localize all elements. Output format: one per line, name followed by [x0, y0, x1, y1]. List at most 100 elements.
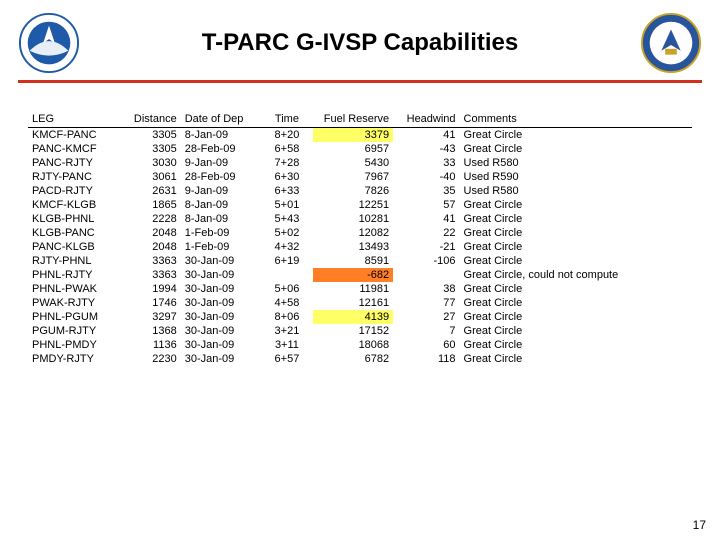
- table-cell: 2230: [121, 352, 181, 366]
- table-cell: Used R580: [460, 156, 692, 170]
- table-cell: 7+28: [260, 156, 313, 170]
- table-cell: 8-Jan-09: [181, 212, 261, 226]
- table-cell: 8591: [313, 254, 393, 268]
- table-cell: Great Circle: [460, 338, 692, 352]
- table-cell: 10281: [313, 212, 393, 226]
- table-row: PANC-KMCF330528-Feb-096+586957-43Great C…: [28, 142, 692, 156]
- col-date: Date of Dep: [181, 111, 261, 128]
- col-time: Time: [260, 111, 313, 128]
- table-row: RJTY-PANC306128-Feb-096+307967-40Used R5…: [28, 170, 692, 184]
- table-cell: 5+02: [260, 226, 313, 240]
- table-cell: Great Circle, could not compute: [460, 268, 692, 282]
- table-cell: RJTY-PHNL: [28, 254, 121, 268]
- table-row: PHNL-RJTY336330-Jan-09-682Great Circle, …: [28, 268, 692, 282]
- table-cell: Great Circle: [460, 324, 692, 338]
- table-cell: 33: [393, 156, 459, 170]
- table-cell: 77: [393, 296, 459, 310]
- col-comments: Comments: [460, 111, 692, 128]
- table-cell: 22: [393, 226, 459, 240]
- table-cell: 3305: [121, 142, 181, 156]
- table-cell: 12082: [313, 226, 393, 240]
- table-cell: 3297: [121, 310, 181, 324]
- table-cell: 3061: [121, 170, 181, 184]
- table-cell: 5+01: [260, 198, 313, 212]
- table-cell: PHNL-PWAK: [28, 282, 121, 296]
- table-cell: Great Circle: [460, 282, 692, 296]
- table-cell: 28-Feb-09: [181, 170, 261, 184]
- table-cell: 6+19: [260, 254, 313, 268]
- table-cell: Great Circle: [460, 128, 692, 143]
- table-cell: 4+58: [260, 296, 313, 310]
- table-cell: 30-Jan-09: [181, 268, 261, 282]
- table-cell: 12161: [313, 296, 393, 310]
- table-row: KLGB-PHNL22288-Jan-095+431028141Great Ci…: [28, 212, 692, 226]
- table-cell: 30-Jan-09: [181, 324, 261, 338]
- table-cell: 1746: [121, 296, 181, 310]
- table-cell: 1-Feb-09: [181, 240, 261, 254]
- table-cell: Great Circle: [460, 142, 692, 156]
- table-cell: 1136: [121, 338, 181, 352]
- table-cell: 4+32: [260, 240, 313, 254]
- table-cell: 30-Jan-09: [181, 338, 261, 352]
- table-cell: 27: [393, 310, 459, 324]
- header-divider: [18, 80, 702, 83]
- table-cell: 3305: [121, 128, 181, 143]
- noaa-logo-icon: [18, 12, 80, 74]
- table-cell: 30-Jan-09: [181, 352, 261, 366]
- slide-header: T-PARC G-IVSP Capabilities: [0, 0, 720, 80]
- table-cell: Great Circle: [460, 212, 692, 226]
- table-row: KMCF-PANC33058-Jan-098+20337941Great Cir…: [28, 128, 692, 143]
- capabilities-table-container: LEG Distance Date of Dep Time Fuel Reser…: [0, 93, 720, 366]
- table-row: KLGB-PANC20481-Feb-095+021208222Great Ci…: [28, 226, 692, 240]
- table-cell: Used R590: [460, 170, 692, 184]
- table-cell: 3+11: [260, 338, 313, 352]
- table-cell: PANC-KMCF: [28, 142, 121, 156]
- table-cell: 11981: [313, 282, 393, 296]
- table-row: PACD-RJTY26319-Jan-096+33782635Used R580: [28, 184, 692, 198]
- table-cell: 7967: [313, 170, 393, 184]
- table-row: KMCF-KLGB18658-Jan-095+011225157Great Ci…: [28, 198, 692, 212]
- table-cell: 3+21: [260, 324, 313, 338]
- table-cell: PANC-RJTY: [28, 156, 121, 170]
- table-cell: 6782: [313, 352, 393, 366]
- table-cell: -43: [393, 142, 459, 156]
- table-cell: Used R580: [460, 184, 692, 198]
- table-cell: 3379: [313, 128, 393, 143]
- table-cell: 1865: [121, 198, 181, 212]
- table-cell: 30-Jan-09: [181, 254, 261, 268]
- table-cell: 57: [393, 198, 459, 212]
- table-cell: -40: [393, 170, 459, 184]
- table-cell: 6+30: [260, 170, 313, 184]
- table-cell: PHNL-PMDY: [28, 338, 121, 352]
- table-row: RJTY-PHNL336330-Jan-096+198591-106Great …: [28, 254, 692, 268]
- capabilities-table: LEG Distance Date of Dep Time Fuel Reser…: [28, 111, 692, 366]
- doc-seal-icon: [640, 12, 702, 74]
- table-cell: 8-Jan-09: [181, 128, 261, 143]
- table-cell: 5+43: [260, 212, 313, 226]
- table-cell: 30-Jan-09: [181, 296, 261, 310]
- table-cell: Great Circle: [460, 296, 692, 310]
- slide-title: T-PARC G-IVSP Capabilities: [80, 29, 640, 57]
- table-cell: 41: [393, 128, 459, 143]
- table-cell: 4139: [313, 310, 393, 324]
- table-cell: 7: [393, 324, 459, 338]
- table-cell: Great Circle: [460, 352, 692, 366]
- table-header-row: LEG Distance Date of Dep Time Fuel Reser…: [28, 111, 692, 128]
- table-row: PANC-KLGB20481-Feb-094+3213493-21Great C…: [28, 240, 692, 254]
- table-cell: Great Circle: [460, 226, 692, 240]
- table-cell: 8+20: [260, 128, 313, 143]
- table-cell: KLGB-PHNL: [28, 212, 121, 226]
- table-cell: 17152: [313, 324, 393, 338]
- table-row: PMDY-RJTY223030-Jan-096+576782118Great C…: [28, 352, 692, 366]
- table-cell: Great Circle: [460, 310, 692, 324]
- table-cell: 38: [393, 282, 459, 296]
- table-cell: 1994: [121, 282, 181, 296]
- table-cell: 118: [393, 352, 459, 366]
- table-cell: RJTY-PANC: [28, 170, 121, 184]
- table-cell: 30-Jan-09: [181, 282, 261, 296]
- table-cell: -106: [393, 254, 459, 268]
- table-cell: 9-Jan-09: [181, 156, 261, 170]
- table-cell: PMDY-RJTY: [28, 352, 121, 366]
- table-cell: 2048: [121, 226, 181, 240]
- table-cell: 3363: [121, 268, 181, 282]
